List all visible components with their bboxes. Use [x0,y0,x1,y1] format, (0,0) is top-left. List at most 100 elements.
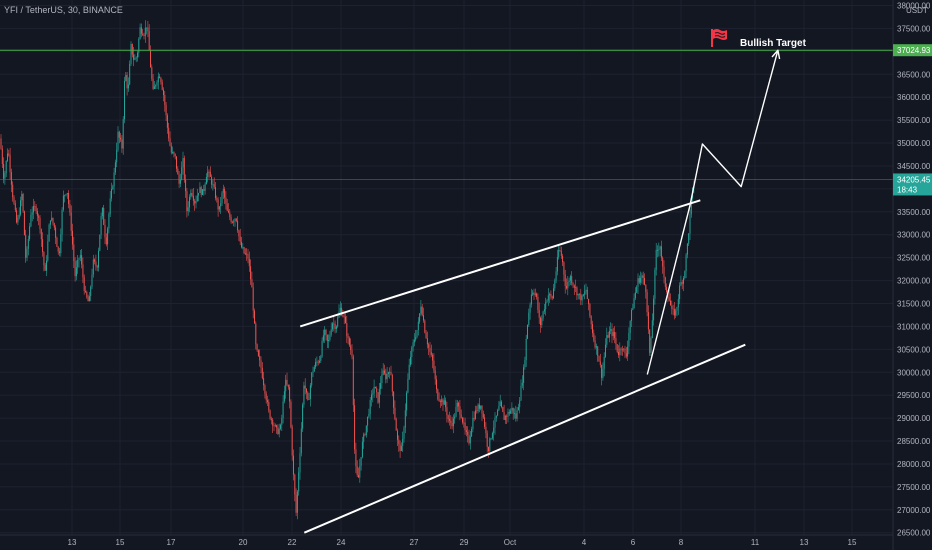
candle-body [441,399,443,402]
candle-body [72,230,73,245]
candle-body [462,417,463,423]
candle-body [363,434,365,442]
candle-body [556,257,558,272]
candle-body [70,212,72,231]
candle-body [42,239,44,253]
candle-body [14,203,16,211]
candle-body [168,127,170,139]
time-tick-label: 29 [460,538,469,547]
candle-body [407,378,409,393]
price-tick-label: 30500.00 [897,345,931,354]
candle-body [64,195,66,196]
candle-body [519,400,521,408]
candle-body [166,115,168,128]
candle-body [560,250,562,256]
symbol-label[interactable]: YFI / TetherUS, 30, BINANCE [4,5,123,15]
candle-body [294,474,296,495]
candle-body [185,179,187,192]
candle-body [163,89,164,95]
candle-body [234,218,236,222]
candle-body [82,264,84,278]
candle-body [473,417,475,419]
candle-body [302,404,304,429]
candle-body [438,399,440,401]
candle-body [116,149,118,163]
candle-body [320,356,322,361]
candle-body [666,286,668,292]
candle-body [231,221,233,223]
price-tick-label: 29000.00 [897,414,931,423]
target-price-tag [893,44,932,57]
candle-body [493,427,495,434]
candle-body [430,352,432,355]
candle-body [588,299,590,304]
candle-body [39,217,41,230]
candle-body [194,200,196,204]
candle-body [38,215,40,218]
candle-body [241,241,242,248]
candle-body [181,167,183,180]
candle-body [429,347,431,353]
candle-body [133,54,135,60]
price-tick-label: 33500.00 [897,208,931,217]
candle-body [347,336,349,339]
time-axis[interactable]: 13 15 17 20 22 24 27 29 Oct 4 6 8 11 13 15 [0,534,893,547]
candle-body [238,230,240,237]
candle-body [477,404,479,412]
candle-body [469,436,471,444]
candle-body [646,292,648,313]
candle-body [90,286,92,296]
candle-body [9,155,11,173]
candle-body [589,303,591,317]
price-tick-label: 31500.00 [897,299,931,308]
candle-body [367,416,369,426]
current-price-label: 34205.45 [897,175,931,184]
candle-body [689,214,691,234]
candle-body [550,294,552,297]
candle-body [304,385,306,389]
candle-body [77,260,79,268]
candle-body [553,288,554,299]
candle-body [255,323,257,345]
time-tick-label: 17 [167,538,176,547]
candle-body [51,217,53,221]
price-axis[interactable]: 26500.00 27000.00 27500.00 28000.00 28500.00… [892,0,932,550]
candle-body [632,308,634,310]
grid [0,0,893,535]
candle-body [298,472,300,492]
candle-body [653,298,655,321]
candle-body [53,223,55,228]
candle-body [606,335,608,345]
candle-body [482,413,484,418]
candle-body [394,407,396,420]
candle-body [242,247,244,249]
candle-body [480,405,482,409]
candle-body [160,77,162,83]
candle-body [397,430,398,440]
candle-body [369,399,371,414]
candle-body [217,199,219,210]
candle-body [85,291,86,292]
candle-body [1,148,3,165]
candle-body [601,365,603,378]
candle-body [551,296,553,299]
candle-body [478,404,480,409]
candle-body [628,333,630,347]
candle-body [490,438,492,440]
candle-body [211,176,213,185]
candle-body [376,388,378,393]
candle-body [567,282,569,289]
candle-body [261,367,263,379]
candle-body [308,399,310,400]
candle-body [530,294,532,305]
candle-body [690,198,692,215]
candle-body [335,326,337,329]
candle-body [528,312,530,325]
candle-body [30,214,32,227]
candle-body [472,417,474,429]
candle-body [454,416,456,419]
price-tick-label: 28000.00 [897,460,931,469]
candle-body [497,410,499,416]
candle-body [148,31,150,51]
